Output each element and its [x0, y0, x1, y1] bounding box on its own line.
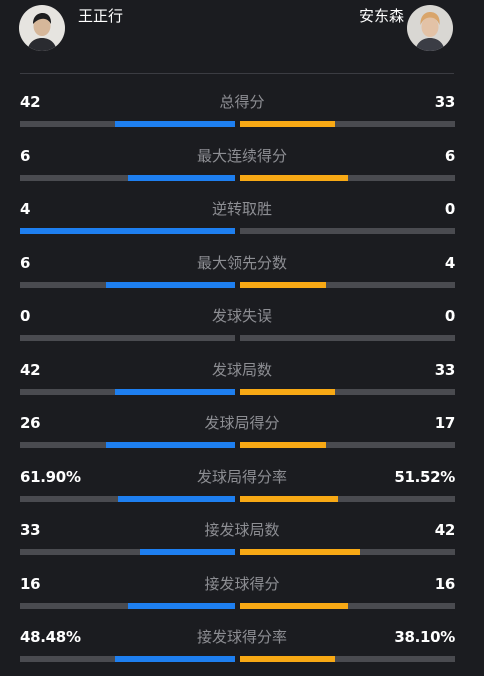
stat-right-value: 33 — [434, 93, 456, 111]
stat-right-bar — [240, 174, 455, 181]
stat-right-bar — [240, 602, 455, 609]
stat-row: 6 最大领先分数 4 — [0, 242, 484, 296]
stat-left-bar-fill — [20, 228, 235, 234]
stat-row: 26 发球局得分 17 — [0, 402, 484, 456]
stat-right-bar — [240, 495, 455, 502]
stat-left-bar — [20, 335, 235, 341]
stat-right-value: 42 — [434, 521, 456, 539]
stat-left-bar — [20, 549, 235, 555]
stat-row: 42 总得分 33 — [0, 81, 484, 135]
player-left-name[interactable]: 王正行 — [78, 7, 124, 25]
stat-left-bar-fill — [117, 495, 235, 502]
stat-row: 6 最大连续得分 6 — [0, 135, 484, 189]
player-left-avatar[interactable] — [19, 5, 65, 51]
header-divider — [20, 73, 454, 74]
stat-left-bar — [20, 281, 235, 288]
stat-label: 最大连续得分 — [196, 146, 287, 165]
stat-right-bar — [240, 281, 455, 288]
stat-left-value: 61.90% — [20, 467, 81, 486]
stat-right-bar — [240, 549, 455, 555]
stat-right-bar — [240, 656, 455, 662]
player-portrait-icon — [407, 5, 453, 51]
stat-label: 发球失误 — [211, 307, 272, 325]
stat-right-bar-fill — [240, 121, 335, 127]
stat-right-bar-fill — [240, 602, 348, 609]
stat-row: 33 接发球局数 42 — [0, 509, 484, 563]
stat-left-bar — [20, 495, 235, 502]
stat-row: 0 发球失误 0 — [0, 295, 484, 349]
stat-right-bar-fill — [240, 388, 335, 395]
stat-left-value: 33 — [20, 521, 41, 539]
stat-right-bar — [240, 121, 455, 127]
stat-right-value: 16 — [434, 574, 456, 593]
stat-right-bar-fill — [240, 281, 326, 288]
stat-row: 42 发球局数 33 — [0, 349, 484, 403]
stat-right-value: 38.10% — [394, 628, 455, 646]
stat-left-bar — [20, 228, 235, 234]
stat-left-value: 42 — [20, 360, 41, 379]
stat-right-bar-fill — [240, 656, 335, 662]
stat-right-bar-fill — [240, 495, 338, 502]
stat-right-bar-fill — [240, 174, 348, 181]
stat-left-bar — [20, 121, 235, 127]
stat-label: 最大领先分数 — [196, 253, 287, 272]
stat-right-value: 17 — [434, 414, 456, 432]
stat-right-bar — [240, 228, 455, 234]
stat-label: 总得分 — [219, 93, 265, 111]
stat-left-bar — [20, 602, 235, 609]
stat-right-value: 51.52% — [394, 467, 455, 486]
stat-right-bar — [240, 442, 455, 448]
stat-right-value: 6 — [444, 146, 455, 165]
stat-right-bar-fill — [240, 549, 361, 555]
stat-left-bar-fill — [127, 602, 235, 609]
stat-right-bar-fill — [240, 442, 326, 448]
stat-row: 61.90% 发球局得分率 51.52% — [0, 456, 484, 510]
stat-left-bar-fill — [127, 174, 235, 181]
stat-right-bar — [240, 335, 455, 341]
stat-left-bar-fill — [114, 656, 235, 662]
player-right-avatar[interactable] — [407, 5, 453, 51]
stat-right-value: 0 — [444, 307, 455, 325]
stat-label: 发球局得分率 — [196, 467, 287, 486]
stat-left-bar — [20, 442, 235, 448]
stat-label: 接发球局数 — [204, 521, 280, 539]
stat-left-bar — [20, 656, 235, 662]
match-header: 王正行 安东森 — [0, 0, 484, 74]
stat-left-value: 6 — [20, 253, 31, 272]
stat-left-bar-fill — [114, 388, 235, 395]
player-portrait-icon — [19, 5, 65, 51]
stat-right-bar — [240, 388, 455, 395]
stat-label: 接发球得分 — [204, 574, 280, 593]
stat-row: 4 逆转取胜 0 — [0, 188, 484, 242]
stat-left-value: 16 — [20, 574, 41, 593]
stat-right-value: 33 — [434, 360, 456, 379]
stat-left-bar — [20, 388, 235, 395]
stat-right-value: 4 — [444, 253, 455, 272]
stat-left-bar-fill — [140, 549, 235, 555]
stats-list: 42 总得分 33 6 最大连续得分 6 4 逆转取胜 0 6 最大领先分数 4 0 发球失误 0 42 发球局… — [0, 81, 484, 670]
stat-right-value: 0 — [444, 200, 455, 218]
stat-left-bar-fill — [114, 121, 235, 127]
stat-label: 逆转取胜 — [211, 200, 272, 218]
stat-left-value: 4 — [20, 200, 31, 218]
stat-row: 16 接发球得分 16 — [0, 563, 484, 617]
stat-left-value: 6 — [20, 146, 31, 165]
stat-left-value: 26 — [20, 414, 41, 432]
player-right-name[interactable]: 安东森 — [358, 7, 404, 25]
stat-left-value: 0 — [20, 307, 31, 325]
stat-label: 发球局数 — [211, 360, 272, 379]
stat-label: 发球局得分 — [204, 414, 280, 432]
stat-left-bar — [20, 174, 235, 181]
stat-left-value: 42 — [20, 93, 41, 111]
stat-label: 接发球得分率 — [196, 628, 287, 646]
stat-left-value: 48.48% — [20, 628, 81, 646]
stat-left-bar-fill — [106, 281, 235, 288]
stat-row: 48.48% 接发球得分率 38.10% — [0, 616, 484, 670]
stat-left-bar-fill — [106, 442, 235, 448]
